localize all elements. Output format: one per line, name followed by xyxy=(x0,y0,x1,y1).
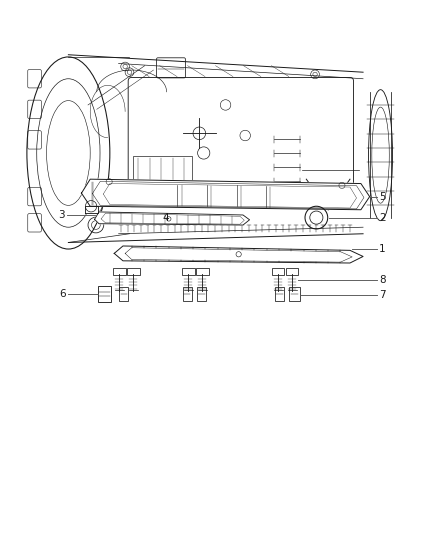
Text: 2: 2 xyxy=(379,213,386,223)
Text: 8: 8 xyxy=(379,274,386,285)
Text: 3: 3 xyxy=(58,210,65,220)
Text: 1: 1 xyxy=(379,244,386,254)
Text: 4: 4 xyxy=(162,213,169,223)
Text: 6: 6 xyxy=(60,289,66,299)
Text: 7: 7 xyxy=(379,290,386,300)
Polygon shape xyxy=(114,246,363,263)
Text: 5: 5 xyxy=(379,192,386,201)
Polygon shape xyxy=(85,206,98,213)
Polygon shape xyxy=(95,212,250,225)
Polygon shape xyxy=(81,179,370,210)
